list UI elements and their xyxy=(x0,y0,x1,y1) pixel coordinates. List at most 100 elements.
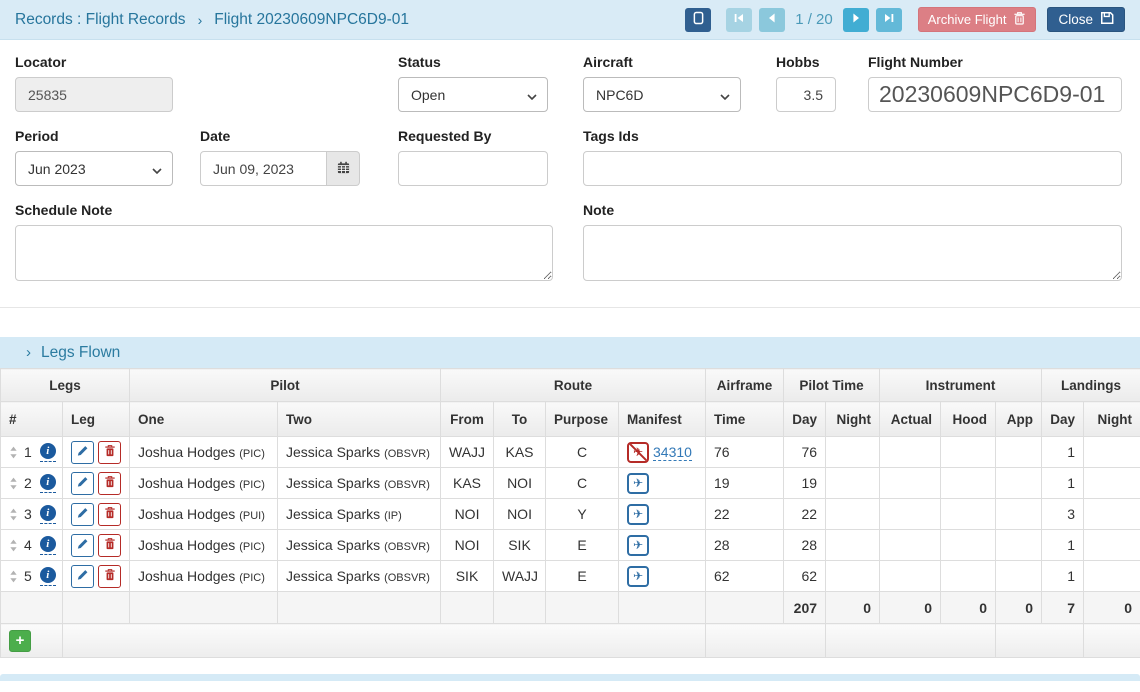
drag-handle-icon[interactable] xyxy=(9,539,18,552)
date-field[interactable] xyxy=(200,151,327,186)
hobbs-field[interactable] xyxy=(776,77,836,112)
column-header-num: # xyxy=(1,402,63,437)
plane-icon[interactable]: ✈ xyxy=(627,473,649,494)
date-picker-button[interactable] xyxy=(327,151,360,186)
column-header-purpose: Purpose xyxy=(546,402,619,437)
trash-icon xyxy=(104,506,116,522)
skip-first-icon xyxy=(733,12,745,27)
next-record-button[interactable] xyxy=(843,8,869,32)
leg-row: 2 i Joshua Hodges (PIC) Jessica Sparks (… xyxy=(1,468,1140,499)
leg-row: 1 i Joshua Hodges (PIC) Jessica Sparks (… xyxy=(1,437,1140,468)
leg-number: 3 xyxy=(24,506,32,522)
total-actual: 0 xyxy=(880,592,941,624)
flight-form: Locator Status Open Aircraft NPC6D Hobbs… xyxy=(0,40,1140,308)
chevron-right-icon: › xyxy=(26,345,31,360)
column-group-landings: Landings xyxy=(1042,369,1140,402)
pencil-icon xyxy=(76,568,89,584)
trash-icon xyxy=(104,568,116,584)
manifest-link[interactable]: 34310 xyxy=(653,444,692,461)
drag-handle-icon[interactable] xyxy=(9,508,18,521)
plane-icon[interactable]: ✈ xyxy=(627,535,649,556)
trash-icon xyxy=(104,537,116,553)
pencil-icon xyxy=(76,537,89,553)
record-controls: 1 / 20 Archive Flight Close xyxy=(685,7,1125,32)
period-select[interactable]: Jun 2023 xyxy=(15,151,173,186)
last-record-button[interactable] xyxy=(876,8,902,32)
edit-leg-button[interactable] xyxy=(71,441,94,464)
edit-leg-button[interactable] xyxy=(71,534,94,557)
column-group-route: Route xyxy=(441,369,706,402)
leg-number: 1 xyxy=(24,444,32,460)
note-label: Note xyxy=(583,202,1122,218)
plus-icon: + xyxy=(16,633,25,648)
archive-flight-button[interactable]: Archive Flight xyxy=(918,7,1037,32)
tags-ids-field[interactable] xyxy=(583,151,1122,186)
plane-icon[interactable]: ✈ xyxy=(627,566,649,587)
breadcrumb-current: Flight 20230609NPC6D9-01 xyxy=(214,11,409,29)
pencil-icon xyxy=(76,444,89,460)
next-panel-header[interactable] xyxy=(0,674,1140,681)
leg-row: 5 i Joshua Hodges (PIC) Jessica Sparks (… xyxy=(1,561,1140,592)
info-icon[interactable]: i xyxy=(40,536,56,555)
breadcrumb: Records : Flight Records › Flight 202306… xyxy=(15,11,409,29)
status-select[interactable]: Open xyxy=(398,77,548,112)
save-icon xyxy=(1100,11,1114,28)
add-leg-button[interactable]: + xyxy=(9,630,31,652)
info-icon[interactable]: i xyxy=(40,443,56,462)
legs-flown-header[interactable]: › Legs Flown xyxy=(0,337,1140,368)
record-position: 1 / 20 xyxy=(795,11,833,28)
info-icon[interactable]: i xyxy=(40,474,56,493)
plane-slash-icon[interactable]: ✈ xyxy=(627,442,649,463)
skip-last-icon xyxy=(883,12,895,27)
leg-row: 4 i Joshua Hodges (PIC) Jessica Sparks (… xyxy=(1,530,1140,561)
requested-by-label: Requested By xyxy=(398,128,548,144)
drag-handle-icon[interactable] xyxy=(9,570,18,583)
column-header-two: Two xyxy=(278,402,441,437)
pencil-icon xyxy=(76,475,89,491)
previous-record-button[interactable] xyxy=(759,8,785,32)
period-label: Period xyxy=(15,128,173,144)
breadcrumb-root-link[interactable]: Records : Flight Records xyxy=(15,11,186,29)
tags-ids-label: Tags Ids xyxy=(583,128,1122,144)
close-button[interactable]: Close xyxy=(1047,7,1125,32)
leg-number: 5 xyxy=(24,568,32,584)
chevron-left-icon xyxy=(766,12,778,27)
delete-leg-button[interactable] xyxy=(98,441,121,464)
column-header-from: From xyxy=(441,402,494,437)
delete-leg-button[interactable] xyxy=(98,472,121,495)
column-group-pilot: Pilot xyxy=(130,369,441,402)
info-icon[interactable]: i xyxy=(40,567,56,586)
column-header-to: To xyxy=(494,402,546,437)
column-header-night: Night xyxy=(826,402,880,437)
edit-leg-button[interactable] xyxy=(71,503,94,526)
aircraft-select[interactable]: NPC6D xyxy=(583,77,741,112)
column-header-row: # Leg One Two From To Purpose Manifest T… xyxy=(1,402,1140,437)
schedule-note-label: Schedule Note xyxy=(15,202,553,218)
delete-leg-button[interactable] xyxy=(98,534,121,557)
drag-handle-icon[interactable] xyxy=(9,446,18,459)
flight-number-label: Flight Number xyxy=(868,54,1122,70)
top-bar: Records : Flight Records › Flight 202306… xyxy=(0,0,1140,40)
column-group-legs: Legs xyxy=(1,369,130,402)
device-view-button[interactable] xyxy=(685,8,711,32)
requested-by-field[interactable] xyxy=(398,151,548,186)
delete-leg-button[interactable] xyxy=(98,503,121,526)
info-icon[interactable]: i xyxy=(40,505,56,524)
note-field[interactable] xyxy=(583,225,1122,281)
column-group-pilot-time: Pilot Time xyxy=(784,369,880,402)
total-pilot-day: 207 xyxy=(784,592,826,624)
delete-leg-button[interactable] xyxy=(98,565,121,588)
total-hood: 0 xyxy=(941,592,996,624)
total-pilot-night: 0 xyxy=(826,592,880,624)
schedule-note-field[interactable] xyxy=(15,225,553,281)
edit-leg-button[interactable] xyxy=(71,472,94,495)
chevron-down-icon xyxy=(720,87,730,103)
column-header-time: Time xyxy=(706,402,784,437)
flight-number-field[interactable] xyxy=(868,77,1122,112)
first-record-button[interactable] xyxy=(726,8,752,32)
plane-icon[interactable]: ✈ xyxy=(627,504,649,525)
drag-handle-icon[interactable] xyxy=(9,477,18,490)
column-header-app: App xyxy=(996,402,1042,437)
edit-leg-button[interactable] xyxy=(71,565,94,588)
locator-label: Locator xyxy=(15,54,173,70)
